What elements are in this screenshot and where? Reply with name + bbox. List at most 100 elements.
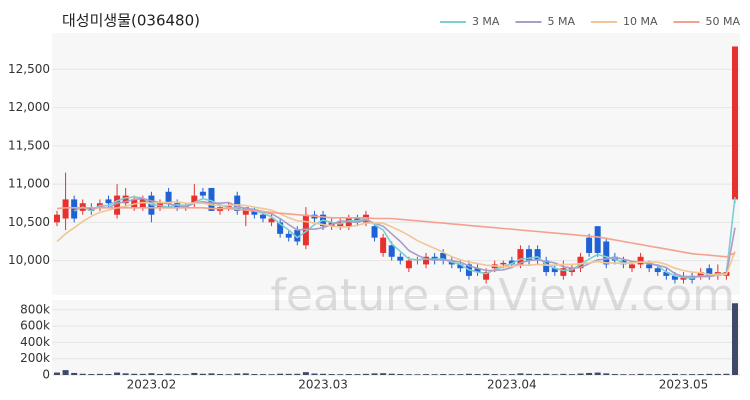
volume-panel [52, 300, 740, 376]
candle-body [500, 262, 507, 265]
volume-bar [405, 374, 412, 375]
volume-bar [517, 373, 524, 375]
candle-body [251, 210, 258, 215]
volume-bar [457, 374, 464, 375]
candle-body [577, 256, 584, 269]
candle-body [54, 214, 60, 223]
watermark: feature.enViewV.com [270, 270, 735, 321]
price-panel [52, 33, 740, 295]
volume-bar [251, 374, 258, 375]
y-tick-label: 600k [20, 319, 50, 333]
volume-bar [285, 373, 292, 375]
candle-body [629, 264, 636, 269]
volume-bar [594, 372, 601, 375]
candle-body [646, 264, 653, 269]
volume-bar [242, 373, 249, 375]
candle-body [534, 249, 541, 261]
volume-bar [448, 374, 455, 375]
volume-bar [345, 374, 352, 375]
volume-bar [199, 373, 206, 375]
volume-bar [217, 374, 224, 375]
x-tick-label: 2023.03 [298, 378, 348, 392]
volume-bar [62, 370, 69, 375]
volume-bar [354, 374, 361, 375]
volume-bar [483, 373, 490, 375]
y-tick-label: 12,500 [8, 62, 50, 76]
volume-bar [611, 374, 618, 375]
candle-body [706, 268, 713, 276]
volume-bar [534, 374, 541, 375]
legend-label: 50 MA [705, 15, 740, 28]
candle-body [474, 268, 481, 273]
legend-label: 10 MA [623, 15, 658, 28]
candle-body [397, 256, 404, 261]
candle-body [543, 260, 550, 273]
candle-body [560, 268, 567, 276]
volume-bar [723, 373, 730, 375]
candle-body [551, 268, 558, 273]
candle-body [259, 214, 266, 219]
candle-body [603, 241, 610, 265]
candle-body [285, 233, 292, 238]
volume-bar [259, 374, 266, 375]
volume-bar [88, 374, 95, 375]
volume-bar [603, 373, 610, 375]
volume-bar [156, 374, 163, 375]
volume-bar [122, 373, 129, 375]
volume-bar [423, 374, 430, 375]
volume-bar [71, 372, 78, 375]
volume-bar [697, 374, 704, 375]
x-tick-label: 2023.04 [487, 378, 537, 392]
volume-bar [139, 373, 146, 375]
volume-bar [714, 373, 721, 375]
candle-body [268, 218, 275, 223]
candle-body [71, 199, 78, 219]
legend-label: 5 MA [547, 15, 575, 28]
candle-body [483, 272, 490, 280]
volume-bar [380, 373, 387, 375]
volume-bar [388, 373, 395, 375]
y-tick-label: 200k [20, 351, 50, 365]
candle-body [199, 191, 206, 196]
volume-bar [208, 373, 215, 375]
volume-bar [397, 374, 404, 375]
chart-title: 대성미생물(036480) [62, 12, 200, 30]
volume-bar [174, 374, 181, 375]
candle-body [637, 256, 644, 265]
volume-bar [225, 374, 232, 375]
legend-label: 3 MA [472, 15, 500, 28]
volume-bar [131, 373, 138, 375]
candle-body [62, 199, 69, 219]
volume-bar [96, 373, 103, 375]
volume-bar [440, 374, 447, 375]
volume-bar [414, 374, 421, 375]
x-tick-label: 2023.02 [127, 378, 177, 392]
y-tick-label: 0 [42, 368, 50, 382]
candle-body [671, 275, 678, 280]
y-tick-label: 11,000 [8, 177, 50, 191]
volume-bar [586, 372, 593, 375]
volume-bar [371, 373, 378, 375]
candle-body [457, 264, 464, 269]
volume-bar [182, 374, 189, 375]
volume-bar [620, 374, 627, 375]
volume-bar [191, 372, 198, 375]
y-tick-label: 10,000 [8, 253, 50, 267]
volume-bar [362, 373, 369, 375]
ma-line [56, 207, 736, 258]
x-tick-label: 2023.05 [659, 378, 709, 392]
volume-bar [508, 374, 515, 375]
candle-body [663, 272, 670, 276]
volume-bar [680, 374, 687, 375]
volume-bar [311, 373, 318, 375]
volume-bar [663, 374, 670, 375]
volume-bar [474, 374, 481, 375]
candle-body [122, 195, 129, 204]
candle-body [208, 187, 215, 211]
candle-body [105, 199, 112, 204]
volume-bar [732, 303, 738, 375]
candle-body [423, 256, 430, 265]
volume-bar [277, 373, 284, 375]
volume-bar [337, 374, 344, 375]
volume-bar [114, 372, 121, 375]
